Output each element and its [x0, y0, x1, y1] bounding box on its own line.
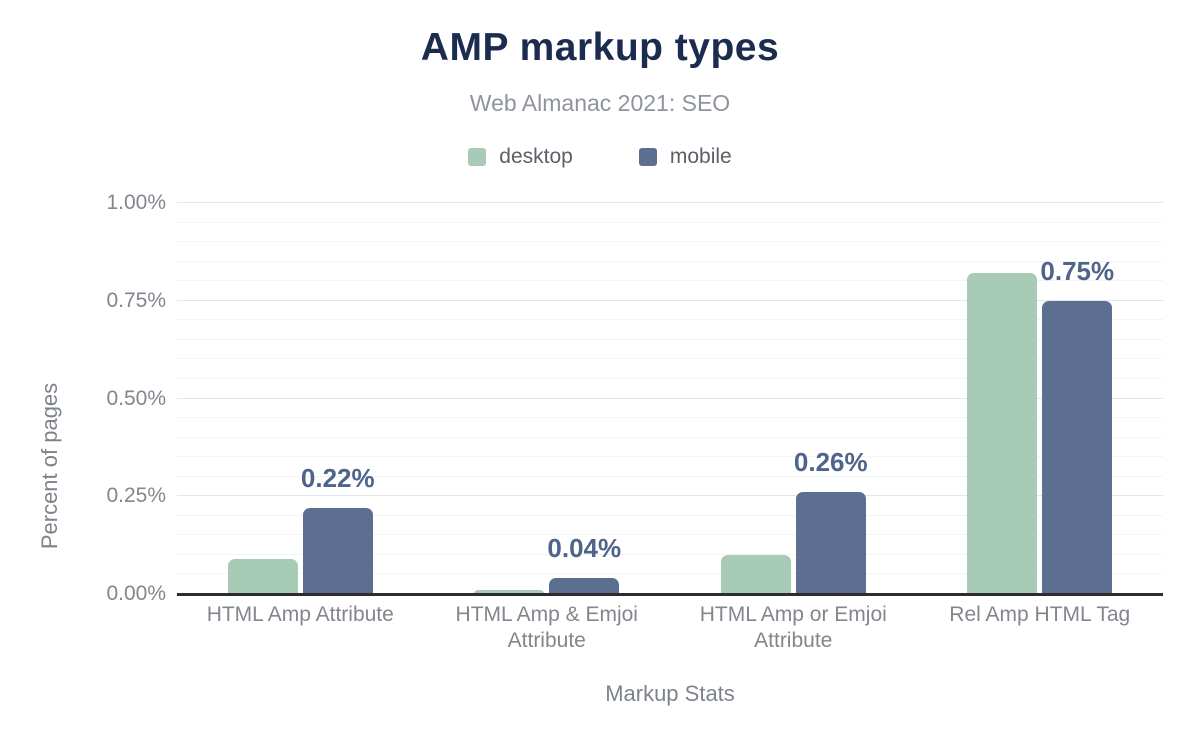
legend: desktop mobile — [0, 145, 1200, 169]
bar-group-html-amp-attribute: 0.22% — [177, 203, 424, 594]
x-axis-tick-labels: HTML Amp Attribute HTML Amp & Emjoi Attri… — [177, 602, 1163, 654]
minor-gridline — [177, 241, 1163, 243]
legend-label-mobile: mobile — [669, 145, 732, 168]
major-gridline — [177, 202, 1163, 203]
minor-gridline — [177, 358, 1163, 360]
bar-mobile-html-amp-emjoi-attribute[interactable]: 0.04% — [547, 533, 621, 594]
minor-gridline — [177, 319, 1163, 321]
legend-item-mobile[interactable]: mobile — [638, 145, 732, 169]
bar-desktop-rel-amp-html-tag[interactable] — [967, 273, 1038, 594]
minor-gridline — [177, 417, 1163, 419]
x-axis-line — [177, 593, 1163, 596]
minor-gridline — [177, 553, 1163, 555]
major-gridline — [177, 299, 1163, 301]
legend-item-desktop[interactable]: desktop — [468, 145, 573, 169]
major-gridline — [177, 397, 1163, 399]
bar-groups: 0.22% 0.04% 0.26% 0.75% — [177, 203, 1163, 594]
minor-gridline — [177, 475, 1163, 477]
bar-value-label: 0.04% — [547, 533, 622, 564]
bar-desktop-html-amp-emjoi-attribute[interactable] — [474, 590, 545, 594]
x-tick-label-html-amp-or-emjoi-attribute: HTML Amp or Emjoi Attribute — [699, 603, 887, 652]
bar-group-html-amp-emjoi-attribute: 0.04% — [424, 203, 671, 594]
minor-gridline — [177, 280, 1163, 282]
bar-group-html-amp-or-emjoi-attribute: 0.26% — [670, 203, 917, 594]
x-tick-label-html-amp-attribute: HTML Amp Attribute — [206, 603, 394, 626]
minor-gridline — [177, 377, 1163, 379]
y-tick-label: 0.75% — [106, 288, 166, 312]
bar-mobile-rel-amp-html-tag[interactable]: 0.75% — [1040, 256, 1114, 594]
bar-value-label: 0.22% — [300, 462, 375, 493]
legend-swatch-mobile-icon — [638, 148, 657, 166]
legend-swatch-desktop-icon — [468, 148, 487, 166]
legend-label-desktop: desktop — [499, 145, 573, 168]
minor-gridline — [177, 436, 1163, 438]
bar-value-label: 0.26% — [793, 447, 868, 478]
x-tick-label-rel-amp-html-tag: Rel Amp HTML Tag — [949, 603, 1131, 626]
bar-desktop-html-amp-attribute[interactable] — [227, 558, 298, 594]
minor-gridline — [177, 221, 1163, 223]
minor-gridline — [177, 260, 1163, 262]
x-tick-label-html-amp-emjoi-attribute: HTML Amp & Emjoi Attribute — [455, 603, 638, 652]
y-tick-label: 1.00% — [106, 191, 166, 214]
bar-mobile-html-amp-or-emjoi-attribute[interactable]: 0.26% — [794, 447, 868, 594]
minor-gridline — [177, 514, 1163, 516]
minor-gridline — [177, 338, 1163, 340]
bar-group-rel-amp-html-tag: 0.75% — [917, 203, 1164, 594]
major-gridline — [177, 495, 1163, 497]
bar-value-label: 0.75% — [1040, 255, 1115, 286]
minor-gridline — [177, 456, 1163, 458]
y-tick-label: 0.25% — [106, 484, 166, 508]
chart-title: AMP markup types — [420, 26, 780, 69]
x-axis-title: Markup Stats — [605, 681, 735, 706]
minor-gridline — [177, 573, 1163, 575]
minor-gridline — [177, 534, 1163, 536]
bar-desktop-html-amp-or-emjoi-attribute[interactable] — [720, 554, 791, 594]
bar-mobile-html-amp-attribute[interactable]: 0.22% — [301, 463, 375, 594]
y-axis-tick-labels: 0.00% 0.25% 0.50% 0.75% 1.00% — [0, 191, 166, 605]
chart-subtitle: Web Almanac 2021: SEO — [469, 90, 731, 116]
y-tick-label: 0.00% — [106, 582, 166, 605]
plot-area: 0.22% 0.04% 0.26% 0.75% — [177, 202, 1163, 596]
y-tick-label: 0.50% — [106, 386, 166, 410]
